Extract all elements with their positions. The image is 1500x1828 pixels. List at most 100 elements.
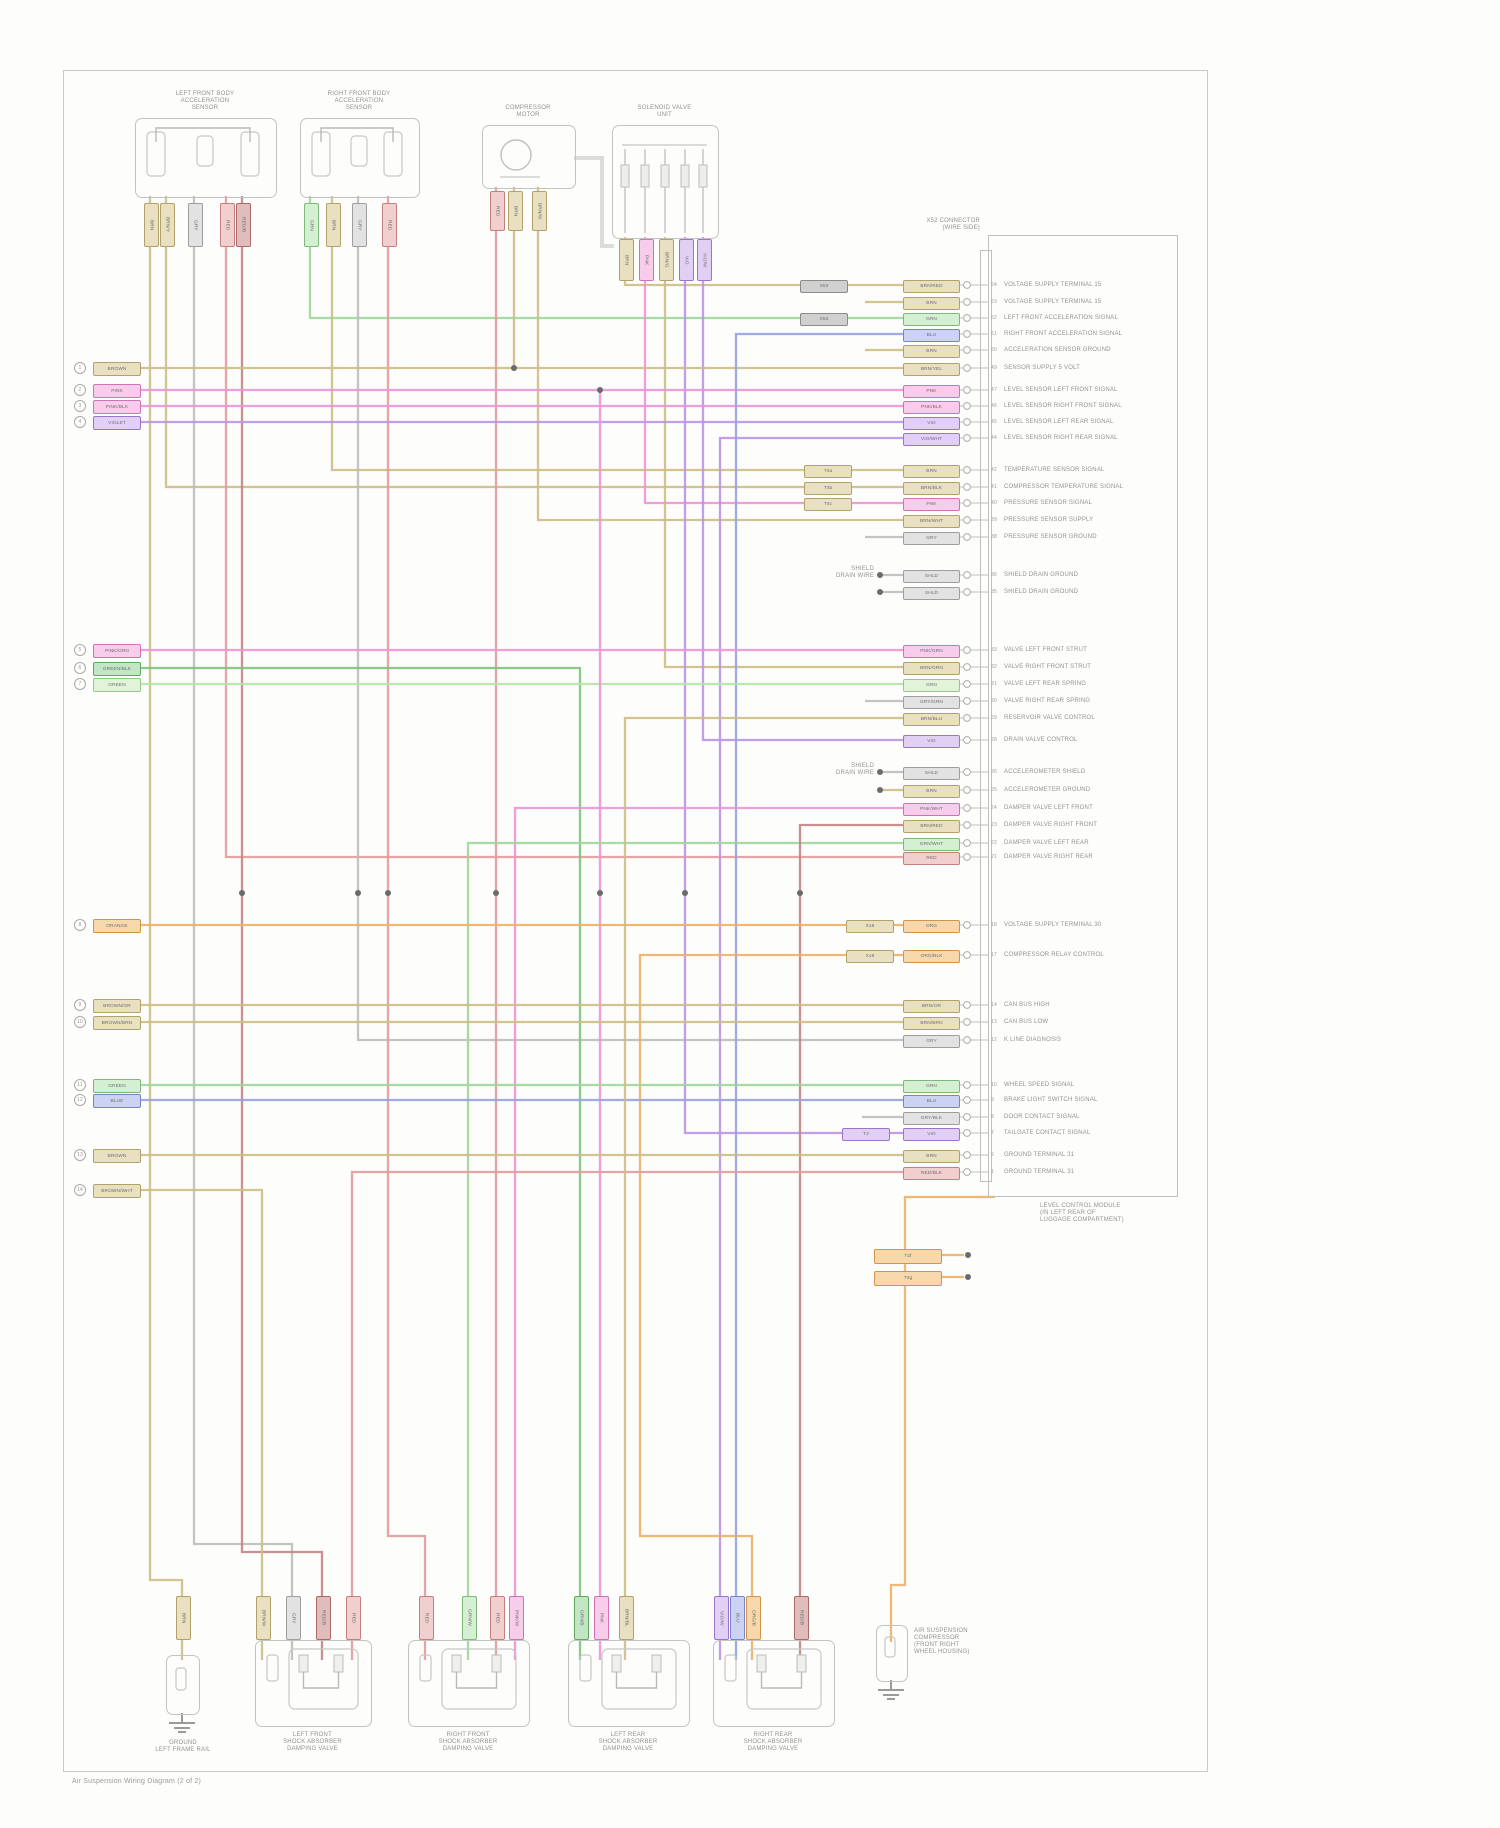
wire	[513, 806, 903, 1660]
pin-circle	[963, 768, 971, 776]
module-pin-label: RIGHT FRONT ACCELERATION SIGNAL	[1004, 330, 1123, 337]
module-pin-number: 47	[991, 386, 997, 393]
module-pin-number: 35	[991, 588, 997, 595]
internal-link	[455, 1672, 498, 1689]
pin-circle	[963, 516, 971, 524]
module-pin-number: 13	[991, 1018, 997, 1025]
connector-chip: GREEN	[93, 678, 141, 692]
valve-coil	[698, 164, 708, 188]
module-pin-label: LEVEL SENSOR RIGHT FRONT SIGNAL	[1004, 402, 1122, 409]
module-pin-label: LEFT FRONT ACCELERATION SIGNAL	[1004, 314, 1119, 321]
module-pin-label: ACCELERATION SENSOR GROUND	[1004, 346, 1111, 353]
tap-number: 4	[78, 418, 82, 425]
pin-circle	[963, 853, 971, 861]
junction-dot	[877, 589, 883, 595]
wire	[701, 237, 903, 742]
module-pin-number: 53	[991, 298, 997, 305]
connector-chip: RED/B	[235, 203, 251, 247]
connector-chip: GRN/B	[573, 1596, 589, 1640]
module-pin-number: 2	[991, 1151, 994, 1158]
pin-circle	[963, 1081, 971, 1089]
pin-circle	[963, 804, 971, 812]
connector-chip: BRN/W	[531, 191, 547, 231]
pin-housing	[266, 1654, 279, 1682]
pin-housing	[579, 1654, 592, 1682]
connector-chip: BRN/GRN	[903, 661, 960, 675]
module-pin-label: LEVEL SENSOR LEFT FRONT SIGNAL	[1004, 386, 1118, 393]
module-pin-number: 12	[991, 1036, 997, 1043]
tap-number-circle	[74, 1016, 86, 1028]
connector-chip: BLUE	[93, 1094, 141, 1108]
connector-chip: BRN/G	[658, 239, 674, 281]
connector-chip: RED	[489, 1596, 505, 1640]
module-pin-number: 39	[991, 516, 997, 523]
module-pin-number: 18	[991, 921, 997, 928]
module-pin-label: VOLTAGE SUPPLY TERMINAL 30	[1004, 921, 1102, 928]
sensor-pin	[350, 135, 368, 167]
module-pin-number: 9	[991, 1096, 994, 1103]
pin-housing	[419, 1654, 432, 1682]
valve-coil	[620, 164, 630, 188]
pin-circle	[963, 1113, 971, 1121]
connector-chip: PNK	[903, 497, 960, 511]
module-pin-label: WHEEL SPEED SIGNAL	[1004, 1081, 1075, 1088]
module-pin-number: 26	[991, 768, 997, 775]
tap-number-circle	[74, 678, 86, 690]
connector-chip: SHLD	[903, 586, 960, 600]
module-pin-label: CAN BUS LOW	[1004, 1018, 1049, 1025]
connector-chip: RED	[345, 1596, 361, 1640]
connector-chip: RED/B	[793, 1596, 809, 1640]
connector-chip: BRN	[903, 784, 960, 798]
connector-chip: BRN	[143, 203, 159, 247]
module-pin-label: K LINE DIAGNOSIS	[1004, 1036, 1062, 1043]
connector-chip: PNK/WHT	[903, 802, 960, 816]
inner-connector	[601, 1648, 677, 1710]
pin-circle	[963, 281, 971, 289]
module-pin-label: COMPRESSOR RELAY CONTROL	[1004, 951, 1104, 958]
connector-chip: BRN/Y	[159, 203, 175, 247]
module-pin-label: VOLTAGE SUPPLY TERMINAL 15	[1004, 281, 1102, 288]
connector-chip: PNK	[638, 239, 654, 281]
connector-chip: T4a	[804, 464, 852, 478]
component-box-rr-damper-valve	[713, 1640, 835, 1727]
connector-chip: X53	[800, 279, 848, 293]
pin-circle	[963, 1036, 971, 1044]
module-pin-number: 24	[991, 804, 997, 811]
module-pin-number: 29	[991, 714, 997, 721]
wire	[683, 237, 903, 1135]
connector-chip: X18	[846, 919, 894, 933]
wire	[140, 1188, 264, 1660]
module-pin-number: 30	[991, 697, 997, 704]
module-pin-number: 8	[991, 1113, 994, 1120]
pin-circle	[963, 921, 971, 929]
connector-chip: SHLD	[903, 569, 960, 583]
module-pin-label: SENSOR SUPPLY 5 VOLT	[1004, 364, 1081, 371]
module-pin-label: VALVE RIGHT FRONT STRUT	[1004, 663, 1092, 670]
connector-chip: BRN/BRN	[903, 1016, 960, 1030]
pin-circle	[963, 1168, 971, 1176]
tap-number-circle	[74, 384, 86, 396]
module-pin-number: 22	[991, 839, 997, 846]
tap-number: 8	[78, 921, 82, 928]
connector-chip: T2	[842, 1127, 890, 1141]
connector-chip: PNK	[593, 1596, 609, 1640]
ground-left-label: GROUND LEFT FRAME RAIL	[155, 1740, 211, 1753]
wire	[798, 823, 903, 1660]
component-label-lf-damper-valve: LEFT FRONT SHOCK ABSORBER DAMPING VALVE	[283, 1732, 342, 1752]
module-pin-label: DAMPER VALVE RIGHT FRONT	[1004, 821, 1098, 828]
component-label-rf-damper-valve: RIGHT FRONT SHOCK ABSORBER DAMPING VALVE	[438, 1732, 498, 1752]
pin-circle	[963, 330, 971, 338]
internal-link	[302, 1672, 340, 1689]
ground-right-label: AIR SUSPENSION COMPRESSOR (FRONT RIGHT W…	[914, 1628, 970, 1655]
connector-chip: BROWN/OR	[93, 999, 141, 1013]
page-caption: Air Suspension Wiring Diagram (2 of 2)	[72, 1778, 201, 1785]
module-pin-label: SHIELD DRAIN GROUND	[1004, 588, 1079, 595]
tap-number-circle	[74, 644, 86, 656]
wire	[718, 436, 903, 1660]
component-label-lf-accel-sensor: LEFT FRONT BODY ACCELERATION SENSOR	[175, 91, 235, 111]
connector-chip: X18	[846, 949, 894, 963]
inner-connector	[288, 1648, 359, 1710]
tap-number: 5	[78, 646, 82, 653]
component-label-rf-accel-sensor: RIGHT FRONT BODY ACCELERATION SENSOR	[327, 91, 391, 111]
